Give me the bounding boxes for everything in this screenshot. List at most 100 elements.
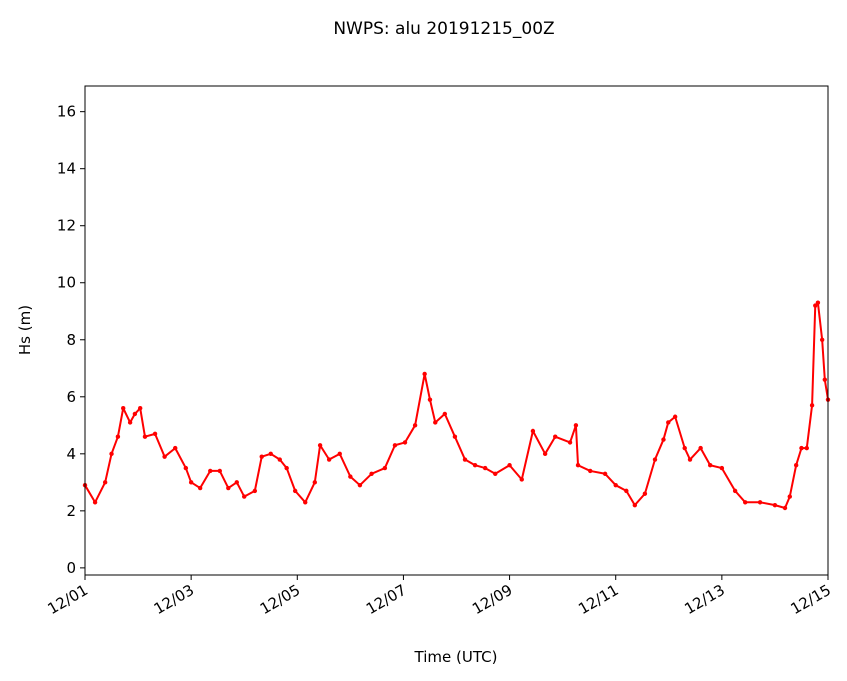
data-point <box>682 445 687 451</box>
data-point <box>433 420 438 425</box>
data-point <box>142 434 148 439</box>
series-line <box>84 301 829 509</box>
y-tick-label: 8 <box>66 331 76 349</box>
data-point <box>197 485 203 491</box>
data-point <box>292 488 298 494</box>
data-point <box>188 480 194 485</box>
data-point <box>757 500 763 505</box>
x-tick-label: 12/01 <box>45 581 91 618</box>
data-point <box>217 468 223 474</box>
x-tick-label: 12/13 <box>681 581 727 618</box>
data-point <box>782 505 788 511</box>
data-point <box>137 405 143 411</box>
data-point <box>472 463 478 468</box>
data-point <box>132 411 138 417</box>
data-point <box>567 440 573 445</box>
data-point <box>822 377 828 382</box>
data-point <box>698 445 703 451</box>
data-point <box>652 457 658 462</box>
y-axis-label: Hs (m) <box>16 305 34 355</box>
data-point <box>687 457 693 462</box>
data-point <box>624 488 629 494</box>
data-point <box>422 371 427 377</box>
data-point <box>462 457 468 462</box>
data-point <box>382 465 388 471</box>
data-point <box>661 437 666 442</box>
data-point <box>799 445 804 451</box>
y-tick-label: 4 <box>66 445 76 463</box>
data-point <box>787 494 792 499</box>
data-point <box>109 451 114 457</box>
data-point <box>672 414 678 419</box>
x-tick-label: 12/09 <box>469 581 515 618</box>
chart-title: NWPS: alu 20191215_00Z <box>333 19 554 39</box>
data-point <box>642 491 648 496</box>
data-point <box>102 480 108 485</box>
data-point <box>719 465 725 471</box>
data-point <box>162 454 167 459</box>
data-point <box>452 434 458 439</box>
data-point <box>813 303 818 308</box>
x-tick-label: 12/15 <box>788 581 834 618</box>
y-tick-label: 12 <box>57 217 76 235</box>
data-point <box>115 434 121 439</box>
data-point <box>412 423 418 428</box>
data-point <box>819 337 825 342</box>
data-point <box>632 502 638 508</box>
data-point <box>732 488 738 494</box>
data-point <box>402 440 408 445</box>
data-point <box>259 454 264 459</box>
data-point <box>588 468 593 474</box>
y-tick-label: 0 <box>66 559 76 577</box>
data-point <box>121 405 126 411</box>
data-point <box>208 468 213 474</box>
data-point <box>442 411 448 417</box>
data-point <box>809 403 815 408</box>
data-point <box>815 300 821 305</box>
data-point <box>493 471 498 476</box>
data-point <box>482 465 488 471</box>
data-point <box>613 482 618 488</box>
data-point <box>173 445 178 451</box>
data-point <box>804 445 809 451</box>
x-tick-label: 12/11 <box>575 581 621 618</box>
data-point <box>427 397 433 402</box>
data-point <box>369 471 374 476</box>
y-tick-label: 2 <box>66 502 76 520</box>
y-tick-label: 14 <box>57 160 76 178</box>
data-point <box>226 485 231 491</box>
y-tick-label: 10 <box>57 274 76 292</box>
data-point <box>268 451 273 457</box>
data-point <box>666 420 671 425</box>
data-point <box>743 500 748 505</box>
x-tick-label: 12/05 <box>257 581 303 618</box>
data-point <box>242 494 247 499</box>
data-point <box>519 477 524 482</box>
data-point <box>507 463 512 468</box>
data-point <box>127 420 133 425</box>
x-tick-label: 12/07 <box>363 581 409 618</box>
data-point <box>772 502 778 508</box>
data-point <box>348 474 353 479</box>
data-point <box>252 488 258 494</box>
data-point <box>326 457 332 462</box>
data-point <box>317 443 323 448</box>
data-point <box>707 463 713 468</box>
data-point <box>392 443 398 448</box>
data-point <box>793 463 799 468</box>
plot-frame <box>84 85 829 576</box>
data-point <box>530 428 536 434</box>
data-point <box>303 500 308 505</box>
data-point <box>337 451 342 457</box>
data-point <box>553 434 558 439</box>
x-tick-label: 12/03 <box>151 581 197 618</box>
x-axis-label: Time (UTC) <box>414 648 498 666</box>
data-point <box>573 423 579 428</box>
data-point <box>542 451 548 457</box>
data-point <box>602 471 608 476</box>
data-point <box>183 465 189 471</box>
data-point <box>277 457 282 462</box>
data-point <box>357 482 363 488</box>
y-tick-label: 6 <box>66 388 76 406</box>
